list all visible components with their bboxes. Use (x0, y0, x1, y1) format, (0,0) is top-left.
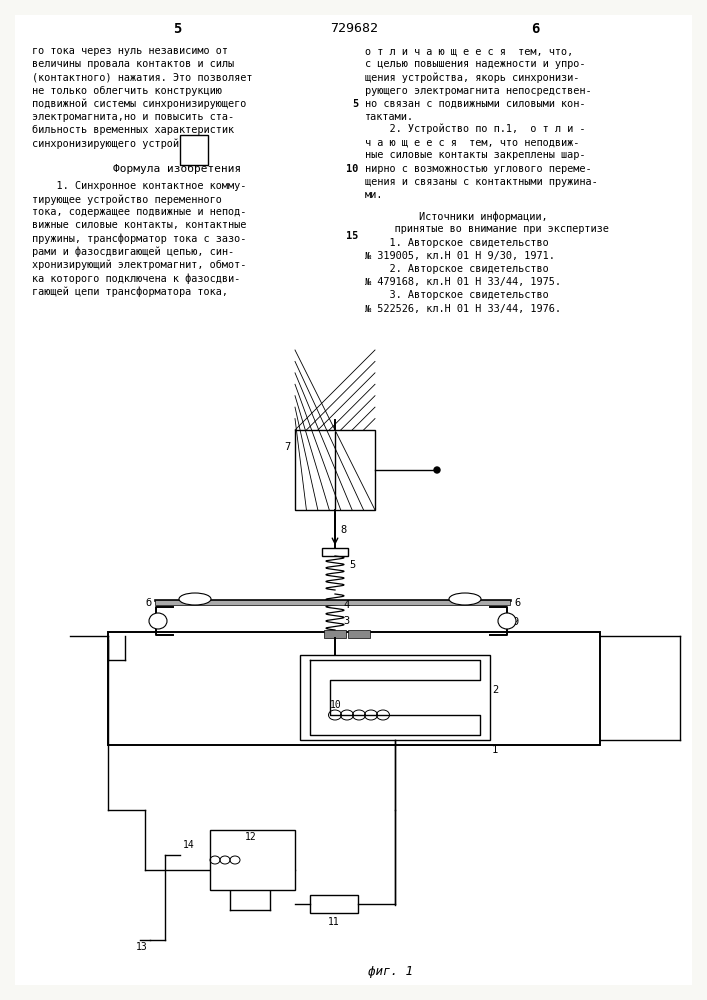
Text: 3. Авторское свидетельство: 3. Авторское свидетельство (365, 290, 549, 300)
Text: 10: 10 (330, 700, 341, 710)
Text: 6: 6 (514, 598, 520, 608)
Bar (310, 895, 358, 913)
Bar (324, 630, 346, 638)
Bar (155, 600, 510, 605)
Text: б: б (146, 598, 152, 608)
Text: 1: 1 (492, 745, 498, 755)
Text: вижные силовые контакты, контактные: вижные силовые контакты, контактные (32, 220, 246, 230)
Text: 2: 2 (492, 685, 498, 695)
Text: синхронизирующего устройства.: синхронизирующего устройства. (32, 138, 209, 149)
Text: 3: 3 (343, 616, 349, 626)
Bar (180, 135, 208, 165)
Text: ка которого подключена к фазосдви-: ка которого подключена к фазосдви- (32, 273, 240, 284)
Text: рами и фазосдвигающей цепью, син-: рами и фазосдвигающей цепью, син- (32, 247, 234, 257)
Bar (348, 630, 370, 638)
Circle shape (434, 467, 440, 473)
Text: бильность временных характеристик: бильность временных характеристик (32, 125, 234, 135)
Text: 729682: 729682 (330, 22, 378, 35)
Text: 6: 6 (531, 22, 539, 36)
Ellipse shape (179, 593, 211, 605)
Text: рующего электромагнита непосредствен-: рующего электромагнита непосредствен- (365, 86, 592, 96)
Bar (108, 632, 600, 745)
Bar (210, 830, 295, 890)
Text: № 319005, кл.Н 01 Н 9/30, 1971.: № 319005, кл.Н 01 Н 9/30, 1971. (365, 251, 555, 261)
Text: 2. Устройство по п.1,  о т л и -: 2. Устройство по п.1, о т л и - (365, 124, 585, 134)
Text: фиг. 1: фиг. 1 (368, 965, 412, 978)
Text: не только облегчить конструкцию: не только облегчить конструкцию (32, 86, 222, 96)
Text: го тока через нуль независимо от: го тока через нуль независимо от (32, 46, 228, 56)
Text: 15: 15 (346, 231, 358, 241)
Text: величины провала контактов и силы: величины провала контактов и силы (32, 59, 234, 69)
Text: но связан с подвижными силовыми кон-: но связан с подвижными силовыми кон- (365, 99, 585, 109)
Text: (контактного) нажатия. Это позволяет: (контактного) нажатия. Это позволяет (32, 72, 252, 82)
Text: Источники информации,: Источники информации, (370, 211, 548, 222)
Text: принятые во внимание при экспертизе: принятые во внимание при экспертизе (370, 224, 609, 234)
Text: 2. Авторское свидетельство: 2. Авторское свидетельство (365, 264, 549, 274)
Ellipse shape (149, 613, 167, 629)
Bar (295, 430, 375, 510)
Text: 5: 5 (173, 22, 181, 36)
Text: подвижной системы синхронизирующего: подвижной системы синхронизирующего (32, 99, 246, 109)
Text: 14: 14 (183, 840, 195, 850)
Text: 5: 5 (352, 99, 358, 109)
Text: 4: 4 (343, 600, 349, 610)
Text: № 479168, кл.Н 01 Н 33/44, 1975.: № 479168, кл.Н 01 Н 33/44, 1975. (365, 277, 561, 287)
Text: тактами.: тактами. (365, 112, 414, 122)
Text: тока, содержащее подвижные и непод-: тока, содержащее подвижные и непод- (32, 207, 246, 217)
Text: 5: 5 (349, 560, 355, 570)
Text: с целью повышения надежности и упро-: с целью повышения надежности и упро- (365, 59, 585, 69)
Text: о т л и ч а ю щ е е с я  тем, что,: о т л и ч а ю щ е е с я тем, что, (365, 46, 573, 56)
Text: 1. Синхронное контактное комму-: 1. Синхронное контактное комму- (32, 181, 246, 191)
Bar (300, 655, 490, 740)
Ellipse shape (449, 593, 481, 605)
Text: щения и связаны с контактными пружина-: щения и связаны с контактными пружина- (365, 177, 597, 187)
Text: № 522526, кл.Н 01 Н 33/44, 1976.: № 522526, кл.Н 01 Н 33/44, 1976. (365, 304, 561, 314)
Text: 12: 12 (245, 832, 257, 842)
Text: хронизирующий электромагнит, обмот-: хронизирующий электромагнит, обмот- (32, 260, 246, 270)
Text: 9: 9 (512, 617, 518, 627)
Text: тирующее устройство переменного: тирующее устройство переменного (32, 194, 222, 205)
Text: гающей цепи трансформатора тока,: гающей цепи трансформатора тока, (32, 286, 228, 297)
Bar (322, 548, 348, 556)
Text: 11: 11 (328, 917, 340, 927)
Text: 7: 7 (285, 442, 291, 452)
Text: пружины, трансформатор тока с зазо-: пружины, трансформатор тока с зазо- (32, 234, 246, 244)
Text: 9: 9 (148, 617, 155, 627)
Text: ч а ю щ е е с я  тем, что неподвиж-: ч а ю щ е е с я тем, что неподвиж- (365, 137, 579, 147)
Text: электромагнита,но и повысить ста-: электромагнита,но и повысить ста- (32, 112, 234, 122)
Text: щения устройства, якорь синхронизи-: щения устройства, якорь синхронизи- (365, 72, 579, 83)
Text: 1. Авторское свидетельство: 1. Авторское свидетельство (365, 238, 549, 248)
Text: 13: 13 (136, 942, 148, 952)
Ellipse shape (498, 613, 516, 629)
Text: нирно с возможностью углового переме-: нирно с возможностью углового переме- (365, 164, 592, 174)
Text: ные силовые контакты закреплены шар-: ные силовые контакты закреплены шар- (365, 150, 585, 160)
Text: ми.: ми. (365, 190, 383, 200)
Text: Формула изобретения: Формула изобретения (113, 164, 241, 174)
Text: 8: 8 (340, 525, 346, 535)
Text: 10: 10 (346, 164, 358, 174)
